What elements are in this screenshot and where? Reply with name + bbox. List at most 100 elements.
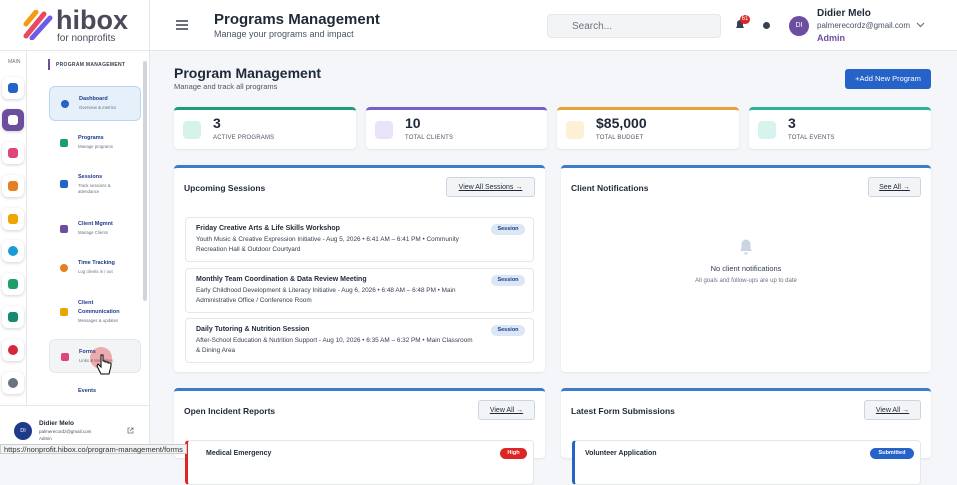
rail-icon[interactable] bbox=[2, 240, 24, 262]
stat-label: TOTAL BUDGET bbox=[596, 135, 644, 141]
nav-title: Forms bbox=[79, 349, 96, 355]
rail-icon[interactable] bbox=[2, 273, 24, 295]
view-all-link[interactable]: View All Sessions → bbox=[446, 177, 535, 197]
form-item[interactable]: Volunteer Application Submitted bbox=[572, 440, 921, 485]
nav-title: Time Tracking bbox=[78, 260, 115, 266]
nav-item[interactable]: Dashboard Overview & metrics bbox=[49, 86, 141, 121]
page-subtitle: Manage and track all programs bbox=[174, 82, 278, 91]
panel-title: Upcoming Sessions bbox=[184, 183, 266, 193]
nav-item[interactable]: Client Mgmnt Manage Clients bbox=[49, 218, 141, 242]
logo-area: hibox for nonprofits bbox=[0, 0, 150, 51]
nav-desc: Messages & updates bbox=[78, 318, 119, 323]
nav-desc: Log clients in / out bbox=[78, 269, 113, 274]
page-title: Program Management bbox=[174, 65, 322, 81]
nav-item[interactable]: Time Tracking Log clients in / out bbox=[49, 258, 141, 280]
session-details: Youth Music & Creative Expression Initia… bbox=[196, 236, 459, 253]
rail-icon[interactable] bbox=[2, 109, 24, 131]
see-all-link[interactable]: See All → bbox=[868, 177, 921, 197]
rail-icon[interactable] bbox=[2, 208, 24, 230]
view-all-link[interactable]: View All → bbox=[864, 400, 921, 420]
sidebar-user-role: Admin bbox=[39, 436, 52, 441]
session-details: Early Childhood Development & Literacy I… bbox=[196, 287, 456, 304]
rail-icon[interactable] bbox=[2, 372, 24, 394]
nav-title: Client Communication bbox=[78, 300, 120, 315]
user-email: palmerecordz@gmail.com bbox=[817, 21, 911, 30]
session-title: Monthly Team Coordination & Data Review … bbox=[196, 276, 367, 283]
scrollbar[interactable] bbox=[143, 61, 147, 301]
nav-item[interactable]: Programs Manage programs bbox=[49, 130, 141, 158]
theme-icon[interactable] bbox=[763, 22, 770, 29]
stat-label: TOTAL CLIENTS bbox=[405, 135, 454, 141]
empty-title: No client notifications bbox=[710, 264, 782, 273]
user-role: Admin bbox=[817, 33, 845, 43]
section-marker bbox=[48, 59, 50, 70]
stat-card: 3 TOTAL EVENTS bbox=[749, 107, 931, 149]
view-all-link[interactable]: View All → bbox=[478, 400, 535, 420]
status-bar: https://nonprofit.hibox.co/program-manag… bbox=[0, 444, 187, 454]
menu-toggle[interactable] bbox=[176, 20, 188, 30]
section-title: PROGRAM MANAGEMENT bbox=[56, 62, 126, 68]
rail-icon[interactable] bbox=[2, 306, 24, 328]
empty-bell bbox=[740, 239, 752, 255]
stat-value: 3 bbox=[213, 115, 221, 131]
sidebar-user-email: palmerecordz@gmail.com bbox=[39, 429, 92, 434]
nav-title: Programs bbox=[78, 135, 104, 141]
user-name: Didier Melo bbox=[817, 8, 871, 19]
add-program-button[interactable]: +Add New Program bbox=[845, 69, 931, 89]
session-tag: Session bbox=[491, 224, 525, 235]
logo-name: hibox bbox=[56, 5, 128, 35]
avatar[interactable]: DI bbox=[789, 16, 809, 36]
session-details: After-School Education & Nutrition Suppo… bbox=[196, 337, 473, 354]
nav-desc: Overview & metrics bbox=[79, 105, 117, 110]
session-item[interactable]: Monthly Team Coordination & Data Review … bbox=[185, 268, 534, 313]
session-item[interactable]: Daily Tutoring & Nutrition Session After-… bbox=[185, 318, 534, 363]
header-title: Programs Management bbox=[214, 11, 380, 28]
empty-desc: All goals and follow-ups are up to date bbox=[695, 278, 797, 284]
stat-card: 3 ACTIVE PROGRAMS bbox=[174, 107, 356, 149]
session-item[interactable]: Friday Creative Arts & Life Skills Works… bbox=[185, 217, 534, 262]
nav-title: Client Mgmnt bbox=[78, 221, 113, 227]
stat-value: $85,000 bbox=[596, 115, 647, 131]
stat-card: $85,000 TOTAL BUDGET bbox=[557, 107, 739, 149]
rail-icon[interactable] bbox=[2, 175, 24, 197]
nav-desc: Manage Clients bbox=[78, 230, 108, 235]
panel-title: Client Notifications bbox=[571, 183, 649, 193]
sidebar-user-name: Didier Melo bbox=[39, 420, 75, 427]
logout-icon[interactable] bbox=[127, 427, 134, 434]
stat-card: 10 TOTAL CLIENTS bbox=[366, 107, 547, 149]
session-tag: Session bbox=[491, 275, 525, 286]
stat-label: ACTIVE PROGRAMS bbox=[213, 135, 275, 141]
stat-value: 3 bbox=[788, 115, 796, 131]
nav-title: Dashboard bbox=[79, 96, 108, 102]
logo-tagline: for nonprofits bbox=[57, 33, 116, 44]
nav-desc: Track sessions & attendance bbox=[78, 183, 111, 194]
nav-title: Sessions bbox=[78, 174, 103, 180]
stat-label: TOTAL EVENTS bbox=[788, 135, 835, 141]
stat-value: 10 bbox=[405, 115, 421, 131]
incident-item[interactable]: Medical Emergency High bbox=[185, 440, 534, 485]
nav-desc: Links & templates bbox=[79, 358, 113, 363]
rail-icon[interactable] bbox=[2, 142, 24, 164]
nav-item[interactable]: Events bbox=[49, 385, 141, 399]
panel-title: Open Incident Reports bbox=[184, 406, 276, 416]
sidebar-avatar: DI bbox=[14, 422, 32, 440]
rail-icon[interactable] bbox=[2, 339, 24, 361]
header: Programs Management Manage your programs… bbox=[150, 0, 957, 51]
user-menu-chevron[interactable] bbox=[916, 22, 925, 28]
search-input[interactable]: Search... bbox=[547, 14, 721, 38]
panel-title: Latest Form Submissions bbox=[571, 406, 675, 416]
sidebar-user: DI Didier Melo palmerecordz@gmail.com Ad… bbox=[0, 405, 150, 445]
nav-item[interactable]: Sessions Track sessions & attendance bbox=[49, 170, 141, 202]
cursor bbox=[96, 354, 112, 375]
rail-icon[interactable] bbox=[2, 77, 24, 99]
sessions-panel: Upcoming Sessions View All Sessions → Fr… bbox=[174, 165, 545, 372]
nav-desc: Manage programs bbox=[78, 144, 113, 149]
nav-item[interactable]: Client Communication Messages & updates bbox=[49, 297, 141, 327]
nav-title: Events bbox=[78, 388, 97, 394]
nav-item[interactable]: Forms Links & templates bbox=[49, 339, 141, 373]
session-tag: Session bbox=[491, 325, 525, 336]
rail-label: MAIN bbox=[8, 59, 21, 65]
incidents-panel: Open Incident Reports View All → Medical… bbox=[174, 388, 545, 485]
notification-badge: 61 bbox=[740, 15, 750, 24]
